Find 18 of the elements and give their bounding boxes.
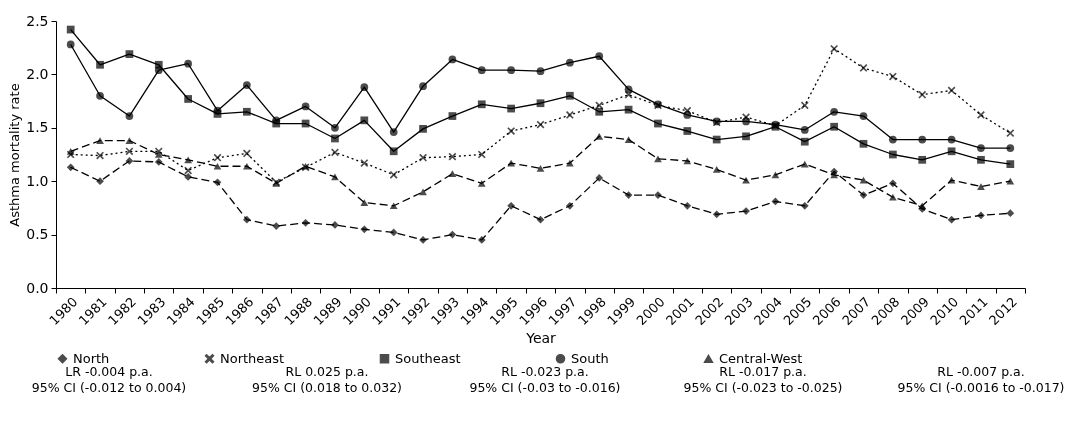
y-tick-label: 1.0 — [26, 172, 49, 189]
legend-label: Southeast — [395, 350, 461, 366]
text: LR -0.004 p.a. 95% CI (-0.012 to 0.004) — [30, 364, 188, 396]
text: RL -0.007 p.a. 95% CI (-0.0016 to -0.017) — [896, 364, 1066, 396]
y-tick-label: 0.5 — [26, 226, 49, 243]
text: RL 0.025 p.a. 95% CI (0.018 to 0.032) — [251, 364, 403, 396]
legend-label: South — [571, 350, 609, 366]
legend-label: Northeast — [220, 350, 285, 366]
y-tick-label: 2.0 — [26, 65, 49, 82]
legend-label: North — [73, 350, 110, 366]
y-tick-label: 0.0 — [26, 279, 49, 296]
text: RL -0.017 p.a. 95% CI (-0.023 to -0.025) — [682, 364, 844, 396]
legend-label: Central-West — [719, 350, 803, 366]
y-tick-label: 2.5 — [26, 12, 49, 29]
y-axis-title: Asthma mortality rate — [7, 83, 23, 227]
y-tick-label: 1.5 — [26, 119, 49, 136]
text: RL -0.023 p.a. 95% CI (-0.03 to -0.016) — [468, 364, 622, 396]
x-axis-title: Year — [525, 330, 557, 347]
